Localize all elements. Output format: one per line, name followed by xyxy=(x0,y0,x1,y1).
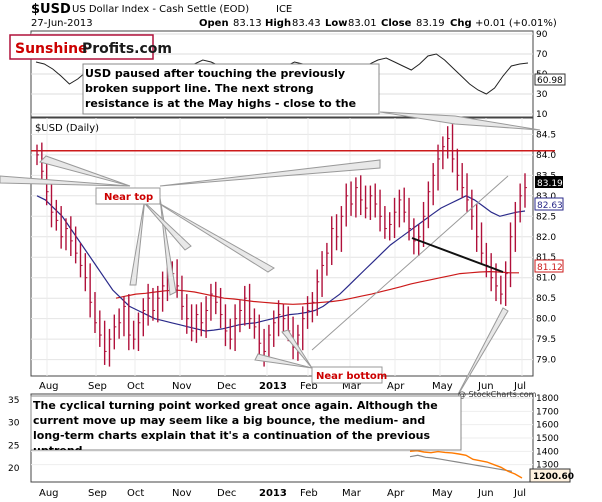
logo-part2: Profits.com xyxy=(82,41,172,57)
price-tick-label: 84.0 xyxy=(536,151,556,161)
bottom-callout xyxy=(30,395,462,451)
x-label-lower: Sep xyxy=(88,488,107,499)
rsi-tick-label: 10 xyxy=(536,110,548,120)
x-label-main: Mar xyxy=(342,381,362,392)
price-tick-label: 83.0 xyxy=(536,192,556,202)
close-tag-text: 83.19 xyxy=(537,179,563,189)
low-label: Low xyxy=(325,18,347,29)
price-tick-label: 80.5 xyxy=(536,294,556,304)
callout-pointers xyxy=(0,111,541,401)
copyright-label: @ StockCharts.com xyxy=(458,390,537,399)
lower-left-tick: 30 xyxy=(8,419,20,429)
x-label-lower: Mar xyxy=(342,488,362,499)
x-label-main: Feb xyxy=(300,381,318,392)
close-value: 83.19 xyxy=(416,18,445,29)
ma50-tag-text: 82.63 xyxy=(537,201,563,211)
ma50-tag xyxy=(534,197,564,211)
lower-value-text: 1200.60 xyxy=(533,472,574,482)
high-value: 83.43 xyxy=(292,18,321,29)
x-label-main: Dec xyxy=(217,381,236,392)
x-label-main: Apr xyxy=(387,381,405,392)
chg-label: Chg xyxy=(450,18,472,29)
support-trendline xyxy=(311,175,509,351)
chg-value: +0.01 (+0.01%) xyxy=(475,18,557,29)
high-label: High xyxy=(265,18,291,29)
price-tick-label: 80.0 xyxy=(536,315,556,325)
price-tick-label: 82.5 xyxy=(536,212,556,222)
x-label-lower: Nov xyxy=(172,488,192,499)
lower-right-tick: 1300 xyxy=(536,461,559,471)
x-label-main: Oct xyxy=(127,381,144,392)
lower-right-tick: 1600 xyxy=(536,421,559,431)
x-label-main: May xyxy=(432,381,453,392)
lower-right-tick: 1500 xyxy=(536,434,559,444)
x-label-main: Jun xyxy=(477,381,494,392)
lower-value-tag xyxy=(529,468,571,483)
x-label-lower: Oct xyxy=(127,488,144,499)
open-value: 83.13 xyxy=(233,18,262,29)
lower-right-tick: 1400 xyxy=(536,447,559,457)
x-label-main: Jul xyxy=(513,381,526,392)
x-label-lower: Aug xyxy=(39,488,59,499)
price-tick-label: 81.5 xyxy=(536,253,556,263)
x-label-lower: May xyxy=(432,488,453,499)
price-tick-label: 79.5 xyxy=(536,335,556,345)
lower-left-tick: 35 xyxy=(8,396,19,406)
orange-series-line xyxy=(409,449,523,479)
x-label-lower: Jul xyxy=(513,488,526,499)
logo-box xyxy=(9,34,154,60)
lower-right-tick: 1700 xyxy=(536,407,559,417)
symbol-label: $USD xyxy=(31,2,71,17)
price-tick-label: 79.0 xyxy=(536,356,556,366)
price-panel-title: $USD (Daily) xyxy=(35,123,99,134)
top-callout xyxy=(82,63,380,115)
open-label: Open xyxy=(199,18,229,29)
near-top-box xyxy=(95,187,161,205)
date-label: 27-Jun-2013 xyxy=(31,18,93,29)
ma200-tag xyxy=(534,259,564,273)
rsi-tick-label: 30 xyxy=(536,90,548,100)
x-label-main: Nov xyxy=(172,381,192,392)
x-label-lower: Dec xyxy=(217,488,236,499)
rsi-value-tag xyxy=(534,73,566,86)
bottom-callout-text: The cyclical turning point worked great … xyxy=(33,399,438,450)
x-label-lower: Apr xyxy=(387,488,405,499)
close-tag xyxy=(535,176,563,188)
rsi-tick-label: 70 xyxy=(536,50,548,60)
gray-series-line xyxy=(409,454,513,472)
rsi-tick-label: 90 xyxy=(536,30,548,40)
close-label: Close xyxy=(381,18,412,29)
price-tick-label: 81.0 xyxy=(536,274,556,284)
x-label-main: Aug xyxy=(39,381,59,392)
x-label-lower: Feb xyxy=(300,488,318,499)
low-value: 83.01 xyxy=(348,18,377,29)
ma200-tag-text: 81.12 xyxy=(537,263,563,273)
rsi-value-text: 60.98 xyxy=(537,76,563,86)
x-label-main: 2013 xyxy=(259,381,287,392)
near-bottom-box xyxy=(311,366,383,384)
top-callout-text: USD paused after touching the previously… xyxy=(85,67,357,114)
index-name: US Dollar Index - Cash Settle (EOD) xyxy=(72,4,249,15)
price-tick-label: 84.5 xyxy=(536,130,556,140)
near-top-label: Near top xyxy=(104,192,153,203)
exchange-label: ICE xyxy=(276,4,292,15)
lower-left-tick: 20 xyxy=(8,464,20,474)
ma50-line xyxy=(36,195,526,332)
lower-right-tick: 1800 xyxy=(536,394,559,404)
lower-left-tick: 25 xyxy=(8,441,19,451)
neckline xyxy=(411,237,504,273)
price-tick-label: 82.0 xyxy=(536,233,556,243)
x-label-lower: Jun xyxy=(477,488,494,499)
x-label-lower: 2013 xyxy=(259,488,287,499)
x-label-main: Sep xyxy=(88,381,107,392)
near-bottom-label: Near bottom xyxy=(316,371,387,382)
logo-part1: Sunshine xyxy=(15,41,88,57)
